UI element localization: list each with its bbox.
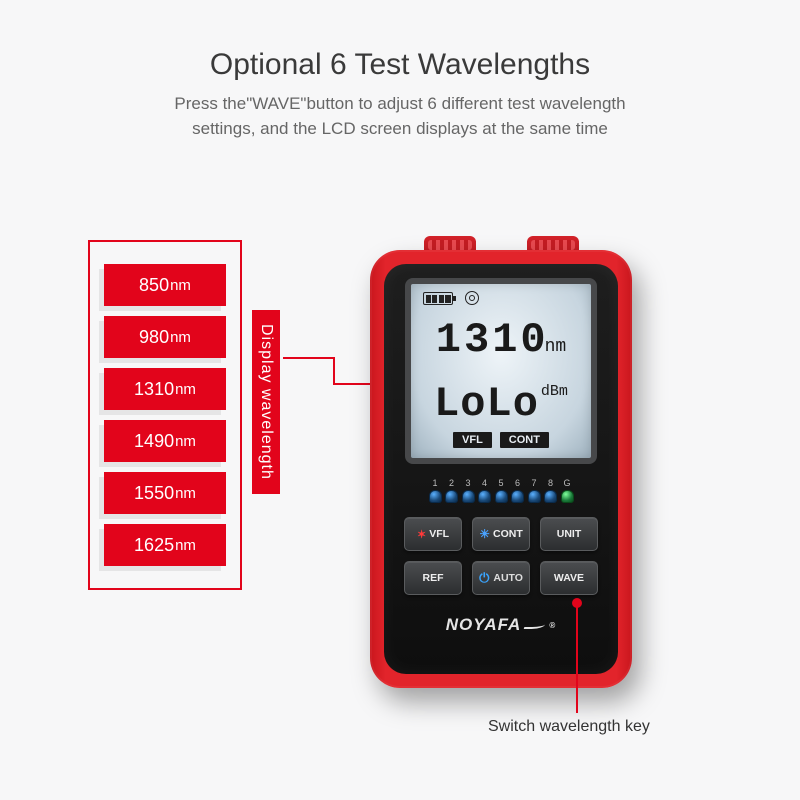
wave-850: 850nm xyxy=(104,264,226,306)
wave-1490: 1490nm xyxy=(104,420,226,462)
battery-icon xyxy=(423,292,453,305)
subtitle-line1: Press the"WAVE"button to adjust 6 differ… xyxy=(174,94,625,113)
connector-line xyxy=(283,357,335,359)
led-6 xyxy=(511,490,524,503)
led-5 xyxy=(495,490,508,503)
led-label: 1 xyxy=(432,478,437,488)
led-label: 3 xyxy=(465,478,470,488)
led-label: 8 xyxy=(548,478,553,488)
led-2 xyxy=(445,490,458,503)
cont-button[interactable]: ☀CONT xyxy=(472,517,530,551)
main-title: Optional 6 Test Wavelengths xyxy=(0,0,800,82)
lcd-tag-vfl: VFL xyxy=(453,432,492,448)
lcd-wavelength-readout: 1310nm xyxy=(411,316,591,364)
ref-button[interactable]: REF xyxy=(404,561,462,595)
vfl-icon: ✶ xyxy=(417,528,426,541)
wave-1550: 1550nm xyxy=(104,472,226,514)
led-label: 5 xyxy=(498,478,503,488)
led-label: G xyxy=(563,478,570,488)
led-7 xyxy=(528,490,541,503)
led-label: 2 xyxy=(449,478,454,488)
unit-button[interactable]: UNIT xyxy=(540,517,598,551)
subtitle-line2: settings, and the LCD screen displays at… xyxy=(192,119,608,138)
lcd-mode-tags: VFL CONT xyxy=(411,432,591,448)
led-row: 1 2 3 4 5 6 7 8 G xyxy=(429,478,574,503)
brand-logo: NOYAFA® xyxy=(446,615,556,635)
led-label: 6 xyxy=(515,478,520,488)
callout-line xyxy=(576,605,578,713)
lcd-tag-cont: CONT xyxy=(500,432,549,448)
power-icon: ⏻ xyxy=(479,570,489,586)
callout-dot xyxy=(572,598,582,608)
led-3 xyxy=(462,490,475,503)
button-panel: ✶VFL ☀CONT UNIT REF ⏻AUTO WAVE xyxy=(404,517,598,595)
target-icon xyxy=(465,291,479,305)
wave-980: 980nm xyxy=(104,316,226,358)
wave-button-callout: Switch wavelength key xyxy=(488,718,650,736)
wave-1310: 1310nm xyxy=(104,368,226,410)
connector-line xyxy=(333,357,335,385)
wave-1625: 1625nm xyxy=(104,524,226,566)
wavelength-list: 850nm 980nm 1310nm 1490nm 1550nm 1625nm xyxy=(88,240,242,590)
led-g xyxy=(561,490,574,503)
led-8 xyxy=(544,490,557,503)
led-4 xyxy=(478,490,491,503)
vfl-button[interactable]: ✶VFL xyxy=(404,517,462,551)
device: 1310nm LoLodBm VFL CONT 1 2 3 4 5 6 7 8 xyxy=(370,250,632,688)
led-label: 4 xyxy=(482,478,487,488)
subtitle: Press the"WAVE"button to adjust 6 differ… xyxy=(0,82,800,141)
led-label: 7 xyxy=(531,478,536,488)
wave-button[interactable]: WAVE xyxy=(540,561,598,595)
light-icon: ☀ xyxy=(479,527,490,541)
lcd-screen: 1310nm LoLodBm VFL CONT xyxy=(405,278,597,464)
display-wavelength-label: Display wavelength xyxy=(252,310,280,494)
lcd-power-readout: LoLodBm xyxy=(411,380,591,428)
auto-power-button[interactable]: ⏻AUTO xyxy=(472,561,530,595)
led-1 xyxy=(429,490,442,503)
